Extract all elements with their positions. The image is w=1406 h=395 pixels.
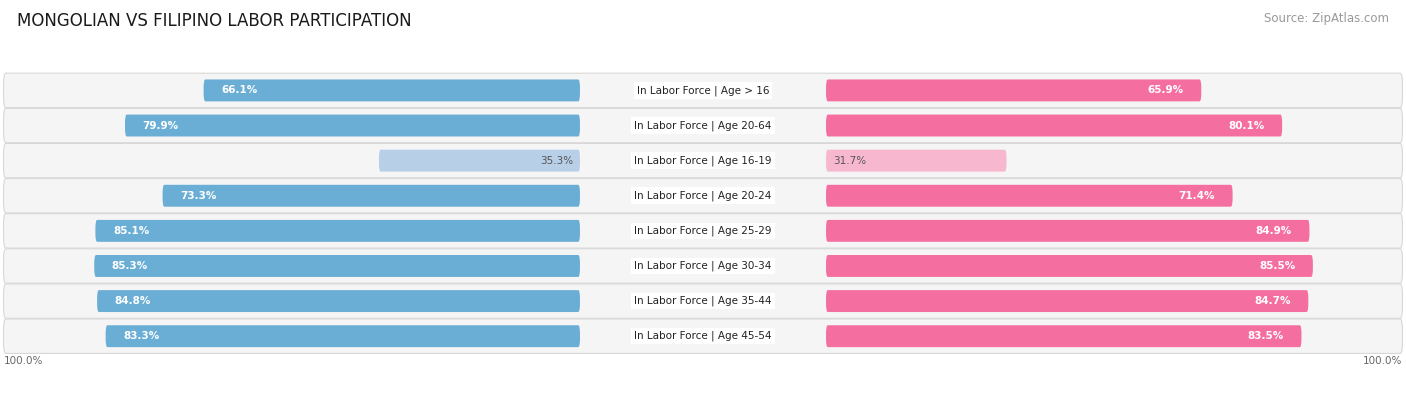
FancyBboxPatch shape — [97, 290, 581, 312]
FancyBboxPatch shape — [3, 319, 1403, 354]
FancyBboxPatch shape — [827, 185, 1233, 207]
Text: In Labor Force | Age 30-34: In Labor Force | Age 30-34 — [634, 261, 772, 271]
Text: In Labor Force | Age 45-54: In Labor Force | Age 45-54 — [634, 331, 772, 341]
Text: In Labor Force | Age > 16: In Labor Force | Age > 16 — [637, 85, 769, 96]
Text: 71.4%: 71.4% — [1178, 191, 1215, 201]
FancyBboxPatch shape — [163, 185, 581, 207]
Text: 84.9%: 84.9% — [1256, 226, 1292, 236]
FancyBboxPatch shape — [827, 79, 1201, 102]
FancyBboxPatch shape — [3, 214, 1403, 248]
FancyBboxPatch shape — [105, 325, 581, 347]
FancyBboxPatch shape — [94, 255, 581, 277]
FancyBboxPatch shape — [3, 249, 1403, 283]
FancyBboxPatch shape — [827, 150, 1007, 171]
Text: 80.1%: 80.1% — [1229, 120, 1264, 130]
FancyBboxPatch shape — [827, 255, 1313, 277]
FancyBboxPatch shape — [827, 220, 1309, 242]
Text: 73.3%: 73.3% — [180, 191, 217, 201]
Text: 85.1%: 85.1% — [112, 226, 149, 236]
Text: 66.1%: 66.1% — [221, 85, 257, 96]
FancyBboxPatch shape — [3, 108, 1403, 143]
FancyBboxPatch shape — [3, 73, 1403, 107]
Text: In Labor Force | Age 25-29: In Labor Force | Age 25-29 — [634, 226, 772, 236]
FancyBboxPatch shape — [380, 150, 581, 171]
FancyBboxPatch shape — [3, 284, 1403, 318]
FancyBboxPatch shape — [827, 115, 1282, 137]
FancyBboxPatch shape — [3, 179, 1403, 213]
FancyBboxPatch shape — [827, 290, 1309, 312]
Text: MONGOLIAN VS FILIPINO LABOR PARTICIPATION: MONGOLIAN VS FILIPINO LABOR PARTICIPATIO… — [17, 12, 412, 30]
FancyBboxPatch shape — [827, 325, 1302, 347]
Text: 84.8%: 84.8% — [115, 296, 150, 306]
FancyBboxPatch shape — [204, 79, 581, 102]
Text: 85.3%: 85.3% — [112, 261, 148, 271]
Text: 35.3%: 35.3% — [540, 156, 574, 166]
Text: In Labor Force | Age 20-24: In Labor Force | Age 20-24 — [634, 190, 772, 201]
Text: 65.9%: 65.9% — [1147, 85, 1184, 96]
Text: 31.7%: 31.7% — [832, 156, 866, 166]
FancyBboxPatch shape — [96, 220, 581, 242]
Text: In Labor Force | Age 35-44: In Labor Force | Age 35-44 — [634, 296, 772, 307]
Text: 83.3%: 83.3% — [124, 331, 159, 341]
Text: 79.9%: 79.9% — [142, 120, 179, 130]
FancyBboxPatch shape — [125, 115, 581, 137]
Text: 100.0%: 100.0% — [3, 356, 44, 365]
Text: 83.5%: 83.5% — [1247, 331, 1284, 341]
Text: 84.7%: 84.7% — [1254, 296, 1291, 306]
Text: In Labor Force | Age 20-64: In Labor Force | Age 20-64 — [634, 120, 772, 131]
Text: In Labor Force | Age 16-19: In Labor Force | Age 16-19 — [634, 155, 772, 166]
Text: Source: ZipAtlas.com: Source: ZipAtlas.com — [1264, 12, 1389, 25]
Text: 85.5%: 85.5% — [1258, 261, 1295, 271]
Text: 100.0%: 100.0% — [1362, 356, 1403, 365]
FancyBboxPatch shape — [3, 143, 1403, 178]
